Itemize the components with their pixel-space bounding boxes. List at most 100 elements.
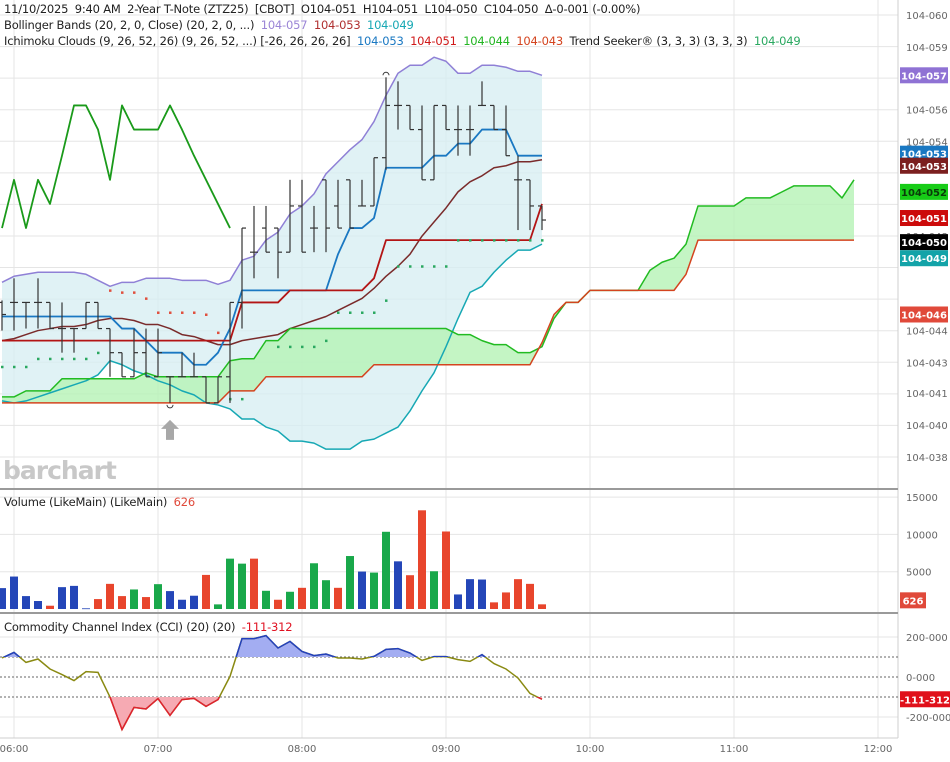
price-bar[interactable]	[94, 301, 102, 330]
price-bar[interactable]	[0, 300, 6, 331]
volume-bar	[262, 590, 270, 609]
price-bar[interactable]	[370, 157, 378, 207]
price-bar[interactable]	[490, 104, 498, 131]
legend-change: Δ-0-001 (-0.00%)	[544, 2, 641, 16]
volume-bar	[418, 510, 426, 609]
price-bar[interactable]	[130, 328, 138, 378]
time-tick-label: 06:00	[0, 744, 28, 755]
price-bar[interactable]	[214, 376, 222, 404]
volume-legend[interactable]: Volume (LikeMain) (LikeMain) 626	[4, 495, 198, 509]
price-bar[interactable]	[166, 376, 174, 403]
volume-bar	[490, 602, 498, 609]
price-bar[interactable]	[10, 278, 18, 331]
legend-close: C104-050	[483, 2, 539, 16]
price-bar[interactable]	[190, 352, 198, 378]
volume-tick-label: 10000	[906, 530, 938, 541]
volume-label[interactable]: Volume (LikeMain) (LikeMain)	[4, 495, 168, 509]
price-badge-label: 104-053	[901, 150, 947, 161]
price-bar[interactable]	[262, 205, 270, 253]
time-tick-label: 12:00	[864, 744, 893, 755]
price-bar[interactable]	[154, 328, 162, 378]
volume-bar	[538, 604, 546, 609]
price-bar[interactable]	[202, 376, 210, 404]
price-bar[interactable]	[430, 104, 438, 181]
price-bar[interactable]	[322, 179, 330, 253]
trend-seeker-dot-green	[361, 311, 364, 314]
panel-divider-cci[interactable]	[0, 612, 898, 614]
volume-bar	[46, 605, 54, 609]
price-bar[interactable]	[46, 301, 54, 330]
trend-seeker-label[interactable]: Trend Seeker® (3, 3, 3) (3, 3, 3)	[569, 34, 748, 48]
price-bar[interactable]	[526, 179, 534, 231]
volume-bar	[58, 587, 66, 609]
price-bar[interactable]	[82, 301, 90, 330]
price-bar[interactable]	[226, 301, 234, 403]
price-bar[interactable]	[298, 179, 306, 253]
price-bar[interactable]	[466, 105, 474, 156]
trend-seeker-dot-green	[373, 311, 376, 314]
price-bar[interactable]	[238, 227, 246, 329]
cci-legend[interactable]: Commodity Channel Index (CCI) (20) (20) …	[4, 620, 295, 634]
bollinger-upper-value: 104-057	[260, 18, 308, 32]
price-bar[interactable]	[418, 105, 426, 181]
trend-seeker-dot-red	[217, 331, 220, 335]
price-bar[interactable]	[478, 81, 486, 107]
price-bar[interactable]	[310, 205, 318, 253]
volume-bar	[70, 585, 78, 609]
volume-bar	[454, 594, 462, 609]
price-bar[interactable]	[394, 81, 402, 130]
volume-bar	[370, 572, 378, 609]
price-bar[interactable]	[106, 327, 114, 377]
bollinger-label[interactable]: Bollinger Bands (20, 2, 0, Close) (20, 2…	[4, 18, 255, 32]
cci-label[interactable]: Commodity Channel Index (CCI) (20) (20)	[4, 620, 236, 634]
panel-divider-volume[interactable]	[0, 488, 898, 490]
ichimoku-label[interactable]: Ichimoku Clouds (9, 26, 52, 26) (9, 26, …	[4, 34, 351, 48]
trend-seeker-dot-red	[145, 297, 148, 300]
price-bar[interactable]	[442, 104, 450, 131]
price-bar[interactable]	[454, 105, 462, 156]
price-tick-label: 104-041	[906, 389, 948, 400]
volume-bar	[274, 599, 282, 609]
trend-seeker-dot-red	[157, 311, 160, 314]
price-bar[interactable]	[22, 301, 30, 329]
price-bar[interactable]	[274, 227, 282, 279]
price-tick-label: 104-044	[906, 327, 948, 338]
ichimoku-legend[interactable]: Ichimoku Clouds (9, 26, 52, 26) (9, 26, …	[4, 34, 804, 48]
legend-exchange: [CBOT]	[254, 2, 295, 16]
bollinger-middle-value: 104-053	[313, 18, 361, 32]
ichimoku-span-a-line	[2, 179, 855, 398]
price-bar[interactable]	[58, 302, 66, 353]
price-bar[interactable]	[250, 205, 258, 279]
bollinger-legend[interactable]: Bollinger Bands (20, 2, 0, Close) (20, 2…	[4, 18, 417, 32]
price-bar[interactable]	[70, 327, 78, 353]
volume-bar	[346, 556, 354, 609]
price-tick-label: 104-060	[906, 11, 948, 22]
price-bar[interactable]	[178, 352, 186, 378]
cci-oversold-fill	[2, 697, 542, 730]
volume-bar	[94, 599, 102, 609]
trend-seeker-dot-green	[325, 339, 328, 343]
price-bar[interactable]	[382, 77, 390, 170]
trend-seeker-dot-red	[205, 313, 208, 316]
price-bar[interactable]	[34, 278, 42, 329]
price-bar[interactable]	[538, 205, 546, 231]
price-bar[interactable]	[358, 179, 366, 207]
time-tick-label: 08:00	[288, 744, 317, 755]
time-tick-label: 09:00	[432, 744, 461, 755]
price-bar[interactable]	[502, 105, 510, 157]
price-bar[interactable]	[118, 352, 126, 378]
ichimoku-span-b-value: 104-043	[516, 34, 563, 48]
price-bar[interactable]	[406, 104, 414, 131]
ichimoku-span-b-line	[2, 239, 854, 404]
price-bar[interactable]	[142, 328, 150, 378]
legend-open: O104-051	[300, 2, 357, 16]
price-bar[interactable]	[346, 179, 354, 229]
volume-bar	[130, 589, 138, 609]
price-bar[interactable]	[286, 179, 294, 253]
trend-seeker-dot-red	[121, 291, 124, 294]
price-bar[interactable]	[334, 179, 342, 229]
volume-bar	[322, 580, 330, 609]
price-badge-label: 104-053	[901, 162, 947, 173]
price-bar[interactable]	[514, 155, 522, 231]
